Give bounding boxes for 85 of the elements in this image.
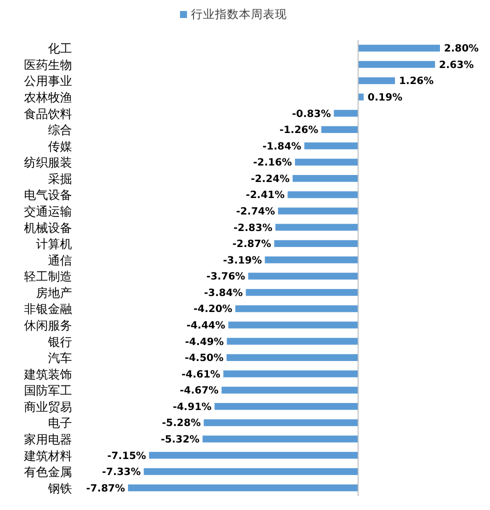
y-tick-label: 建筑装饰: [23, 367, 72, 382]
bar: [358, 44, 440, 52]
y-tick-label: 医药生物: [24, 58, 72, 72]
data-label: -2.24%: [250, 174, 290, 185]
data-label: -2.83%: [234, 222, 272, 234]
y-tick-label: 银行: [47, 334, 72, 349]
data-label: -3.84%: [204, 288, 243, 299]
y-tick-label: 轻工制造: [24, 270, 72, 284]
data-label: 2.63%: [439, 60, 474, 71]
bar: [149, 452, 358, 459]
bar: [214, 403, 358, 410]
data-label: -1.26%: [279, 125, 318, 136]
bar: [228, 322, 358, 328]
y-tick-label: 采掘: [48, 172, 72, 186]
bar: [222, 386, 358, 394]
bar: [246, 289, 358, 296]
bar: [274, 240, 358, 247]
y-tick-label: 有色金属: [24, 465, 72, 480]
y-tick-label: 通信: [48, 253, 72, 268]
y-tick-label: 公用事业: [24, 74, 72, 88]
bar: [358, 77, 395, 84]
bar: [334, 110, 358, 117]
bar: [358, 94, 364, 100]
y-tick-label: 农林牧渔: [24, 90, 72, 104]
y-tick-label: 钢铁: [47, 481, 72, 496]
y-tick-label: 房地产: [36, 286, 72, 300]
y-tick-label: 电子: [48, 416, 72, 430]
y-tick-label: 纺织服装: [24, 156, 72, 170]
data-label: -2.87%: [232, 239, 272, 250]
data-label: -0.83%: [292, 108, 331, 120]
data-label: -7.33%: [102, 467, 141, 478]
y-tick-label: 计算机: [36, 237, 72, 252]
data-label: -2.74%: [236, 206, 276, 218]
bar: [226, 354, 358, 361]
y-tick-label: 机械设备: [24, 220, 72, 235]
y-tick-label: 化工: [48, 42, 72, 56]
y-tick-label: 非银金融: [24, 302, 72, 316]
bar: [235, 305, 358, 312]
data-label: -4.49%: [184, 336, 224, 348]
data-label: -2.41%: [246, 190, 285, 202]
bar: [264, 256, 358, 264]
data-label: 1.26%: [398, 76, 434, 88]
data-label: -7.15%: [107, 450, 146, 462]
data-label: -2.16%: [253, 158, 292, 169]
y-tick-label: 交通运输: [24, 204, 72, 218]
y-tick-label: 建筑材料: [23, 448, 72, 463]
bar: [223, 370, 358, 378]
y-tick-label: 汽车: [48, 351, 72, 366]
bar: [202, 436, 358, 442]
y-tick-label: 食品饮料: [24, 106, 72, 121]
y-tick-label: 电气设备: [24, 188, 72, 202]
y-tick-label: 国防军工: [24, 384, 72, 398]
y-tick-label: 休闲服务: [24, 318, 72, 332]
bar: [204, 419, 358, 426]
data-label: -3.76%: [206, 272, 246, 283]
data-label: -7.87%: [86, 483, 125, 494]
data-label: 0.19%: [368, 92, 402, 104]
y-tick-label: 家用电器: [24, 432, 72, 446]
data-label: -4.20%: [193, 304, 232, 316]
bar: [304, 142, 358, 150]
data-label: -5.32%: [160, 434, 200, 446]
y-tick-label: 商业贸易: [24, 400, 72, 414]
y-tick-label: 综合: [48, 123, 72, 138]
data-label: -4.91%: [172, 402, 212, 413]
data-label: -1.84%: [262, 141, 302, 152]
data-label: -4.61%: [181, 369, 220, 380]
data-label: 2.80%: [444, 44, 479, 55]
bar: [294, 158, 358, 166]
y-tick-label: 传媒: [48, 139, 72, 154]
bar: [128, 484, 358, 492]
data-label: -5.28%: [162, 418, 201, 430]
legend-label: 行业指数本周表现: [191, 7, 287, 21]
bar: [288, 191, 358, 198]
bar: [278, 208, 358, 214]
bar: [292, 175, 358, 182]
bar: [144, 468, 358, 475]
bar: [275, 224, 358, 231]
data-label: -4.44%: [186, 320, 226, 332]
data-label: -4.67%: [180, 386, 219, 397]
data-label: -3.19%: [223, 255, 262, 266]
bar: [321, 126, 358, 133]
bar: [226, 338, 358, 345]
data-label: -4.50%: [184, 353, 224, 364]
bar: [248, 272, 358, 280]
bar: [358, 61, 436, 68]
